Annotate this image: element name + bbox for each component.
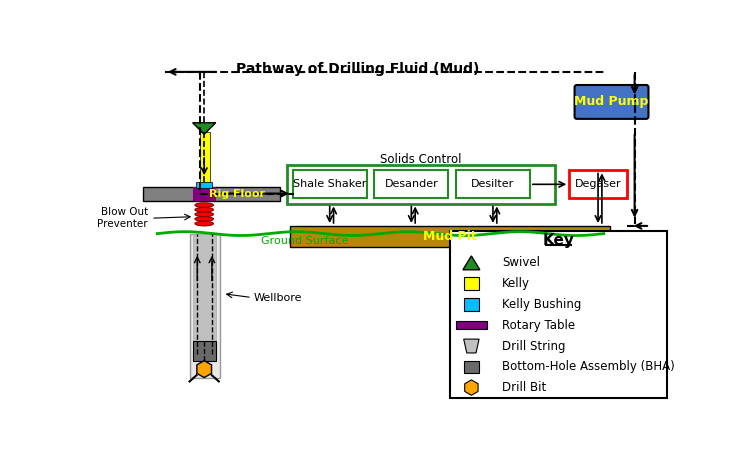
Text: Drill String: Drill String xyxy=(503,339,566,353)
Text: Shale Shaker: Shale Shaker xyxy=(293,180,367,189)
Polygon shape xyxy=(196,360,211,377)
Text: Rotary Table: Rotary Table xyxy=(503,319,575,332)
Text: Blow Out
Preventer: Blow Out Preventer xyxy=(98,207,148,229)
Polygon shape xyxy=(193,123,216,134)
Bar xyxy=(200,132,209,182)
Text: Kelly Bushing: Kelly Bushing xyxy=(503,298,581,311)
Bar xyxy=(464,278,479,290)
Text: Pathway of Drilling Fluid (Mud): Pathway of Drilling Fluid (Mud) xyxy=(236,62,479,76)
Text: Degaser: Degaser xyxy=(574,180,621,189)
Ellipse shape xyxy=(195,207,214,212)
Text: Mud Pump: Mud Pump xyxy=(574,95,649,109)
Text: Mud Pit: Mud Pit xyxy=(424,230,477,243)
Bar xyxy=(193,187,216,201)
Text: Wellbore: Wellbore xyxy=(254,293,302,303)
FancyBboxPatch shape xyxy=(456,170,530,198)
Ellipse shape xyxy=(195,221,214,226)
Bar xyxy=(464,360,479,373)
Text: Ground Surface: Ground Surface xyxy=(261,236,349,246)
Bar xyxy=(143,187,280,201)
Bar xyxy=(450,230,667,398)
Ellipse shape xyxy=(195,217,214,221)
Text: Key: Key xyxy=(542,233,574,248)
FancyBboxPatch shape xyxy=(569,170,627,198)
Ellipse shape xyxy=(195,212,214,217)
Ellipse shape xyxy=(195,203,214,207)
FancyBboxPatch shape xyxy=(574,85,649,119)
Bar xyxy=(464,298,479,311)
Bar xyxy=(190,234,220,378)
Polygon shape xyxy=(465,380,478,395)
Text: Desander: Desander xyxy=(385,180,438,189)
Bar xyxy=(196,182,212,188)
Bar xyxy=(290,226,610,247)
FancyBboxPatch shape xyxy=(374,170,448,198)
Bar xyxy=(193,234,216,354)
FancyBboxPatch shape xyxy=(292,170,367,198)
Polygon shape xyxy=(464,339,479,353)
Text: Drill Bit: Drill Bit xyxy=(503,381,547,394)
Text: Bottom-Hole Assembly (BHA): Bottom-Hole Assembly (BHA) xyxy=(503,360,675,373)
Text: Rig Floor: Rig Floor xyxy=(209,189,265,199)
Bar xyxy=(456,322,487,329)
Text: Desilter: Desilter xyxy=(471,180,514,189)
Text: Kelly: Kelly xyxy=(503,277,530,290)
Text: Solids Control: Solids Control xyxy=(380,153,461,166)
Polygon shape xyxy=(463,256,480,270)
Text: Swivel: Swivel xyxy=(503,256,540,269)
Bar xyxy=(193,341,216,361)
